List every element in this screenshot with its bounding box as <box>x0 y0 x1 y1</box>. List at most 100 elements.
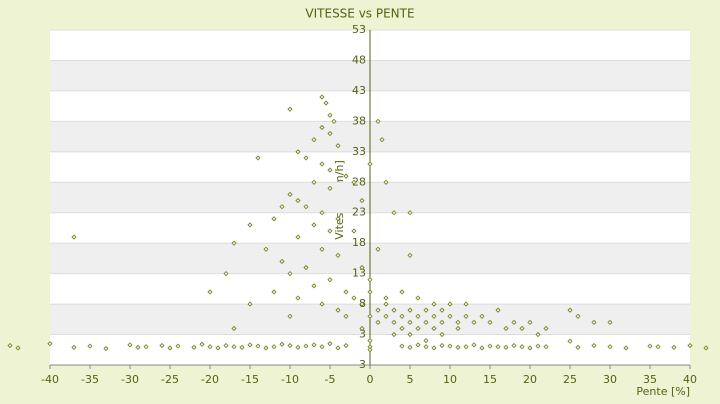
y-tick-label: 18 <box>352 236 366 249</box>
point <box>327 112 333 118</box>
point <box>71 344 77 350</box>
x-tick-label: 20 <box>523 373 537 386</box>
point <box>439 307 445 313</box>
y-tick-label: 13 <box>352 267 366 280</box>
point <box>623 345 629 351</box>
point <box>47 341 53 347</box>
point <box>247 342 253 348</box>
point <box>327 277 333 283</box>
point <box>327 167 333 173</box>
point <box>431 325 437 332</box>
x-tick-label: 10 <box>443 373 457 386</box>
point <box>247 222 253 228</box>
point <box>367 161 373 167</box>
point <box>223 342 229 349</box>
point <box>207 344 213 350</box>
x-tick-label: -40 <box>41 373 59 386</box>
point <box>383 179 389 185</box>
x-tick-label: 0 <box>367 373 374 386</box>
point <box>423 344 429 350</box>
point <box>487 343 493 349</box>
point <box>439 331 445 338</box>
x-tick-label: 40 <box>683 373 697 386</box>
y-tick-label: 23 <box>352 206 366 219</box>
point <box>279 204 285 210</box>
point <box>607 319 613 325</box>
point <box>567 307 573 313</box>
point <box>271 216 277 222</box>
point <box>311 342 317 348</box>
point <box>591 342 597 349</box>
point <box>535 343 541 349</box>
x-tick-label: -10 <box>281 373 299 386</box>
point <box>263 246 269 252</box>
point <box>335 252 341 258</box>
point <box>375 246 381 252</box>
point <box>647 343 653 349</box>
point <box>575 344 581 350</box>
point <box>399 325 405 332</box>
point <box>327 341 333 347</box>
point <box>567 338 573 344</box>
point <box>399 343 405 349</box>
point <box>399 313 405 319</box>
x-tick-label: 25 <box>563 373 577 386</box>
point <box>415 342 421 348</box>
point <box>391 331 397 338</box>
point <box>519 344 525 350</box>
point <box>295 344 301 350</box>
point <box>207 289 213 295</box>
point <box>431 301 437 307</box>
point <box>103 345 109 352</box>
point <box>351 228 357 234</box>
point <box>703 345 709 351</box>
point <box>247 301 253 307</box>
point <box>655 344 661 350</box>
point <box>503 344 509 350</box>
point <box>335 345 341 351</box>
point <box>367 289 373 295</box>
point <box>87 343 93 349</box>
point <box>495 344 501 350</box>
x-tick-label: 30 <box>603 373 617 386</box>
point <box>287 106 293 112</box>
point <box>391 307 397 313</box>
point <box>431 345 437 351</box>
x-tick-label: 35 <box>643 373 657 386</box>
point <box>255 343 261 349</box>
point <box>375 307 381 313</box>
point <box>287 313 293 319</box>
x-tick-label: -15 <box>241 373 259 386</box>
point <box>455 319 461 325</box>
point <box>415 313 421 319</box>
point <box>303 264 309 271</box>
point <box>319 210 325 216</box>
point <box>543 325 549 332</box>
x-tick-label: 15 <box>483 373 497 386</box>
point <box>135 344 141 350</box>
point <box>287 191 293 198</box>
point <box>511 342 517 349</box>
point <box>327 185 333 191</box>
y-tick-label: 48 <box>352 53 366 66</box>
point <box>383 313 389 319</box>
point <box>295 149 301 155</box>
point <box>447 301 453 307</box>
point <box>375 118 381 124</box>
point <box>575 313 581 319</box>
x-tick-label: -5 <box>325 373 336 386</box>
y-tick-label: 3 <box>359 328 366 341</box>
point <box>383 295 389 301</box>
x-tick-label: -20 <box>201 373 219 386</box>
point <box>423 307 429 313</box>
point <box>319 246 325 252</box>
y-tick-label: 38 <box>352 114 366 127</box>
point <box>239 344 245 350</box>
y-tick-label: 33 <box>352 145 366 158</box>
point <box>407 210 413 216</box>
point <box>231 325 237 332</box>
point <box>255 155 261 161</box>
point <box>399 289 405 295</box>
point <box>447 313 453 319</box>
point <box>127 342 133 348</box>
